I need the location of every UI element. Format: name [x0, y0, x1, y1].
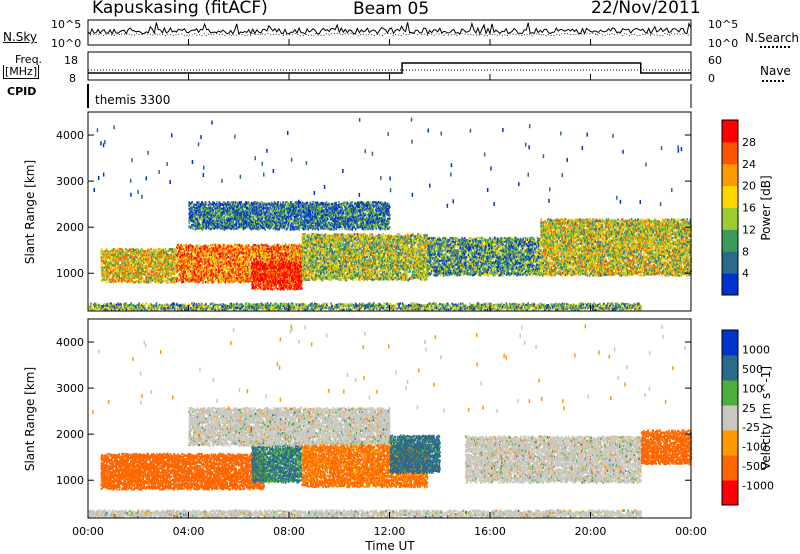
power-cell: [110, 279, 112, 281]
power-cell: [101, 248, 103, 250]
power-cell: [119, 269, 121, 271]
power-cell: [145, 273, 147, 275]
cpid-panel: [88, 84, 691, 108]
power-cell: [132, 270, 134, 272]
power-cell: [142, 270, 144, 272]
power-cell: [106, 248, 108, 250]
power-cell: [136, 260, 138, 262]
power-cell: [106, 260, 108, 262]
power-cell: [148, 269, 150, 271]
power-cell: [140, 281, 142, 283]
power-cell: [134, 269, 136, 271]
power-cell: [102, 263, 104, 265]
power-cell: [108, 267, 110, 269]
power-cell: [110, 281, 112, 283]
power-cell: [133, 281, 135, 283]
power-cell: [103, 250, 105, 252]
power-cell: [129, 259, 131, 261]
freq-trace: [88, 63, 691, 73]
power-cell: [104, 267, 106, 269]
power-cell: [123, 249, 125, 251]
noise-traces: [88, 22, 691, 36]
power-cell: [146, 277, 148, 279]
nsearch-trace: [88, 33, 691, 36]
power-cell: [106, 269, 108, 271]
power-cell: [146, 281, 148, 283]
power-cell: [123, 280, 125, 282]
power-cell: [139, 255, 141, 257]
power-cell: [128, 273, 130, 275]
power-cell: [106, 281, 108, 283]
power-cell: [133, 272, 135, 274]
nsky-trace: [88, 22, 691, 34]
rti-plot: 1000200030004000 Slant Range [km] 481216…: [0, 0, 800, 554]
freq-traces: [88, 63, 691, 73]
